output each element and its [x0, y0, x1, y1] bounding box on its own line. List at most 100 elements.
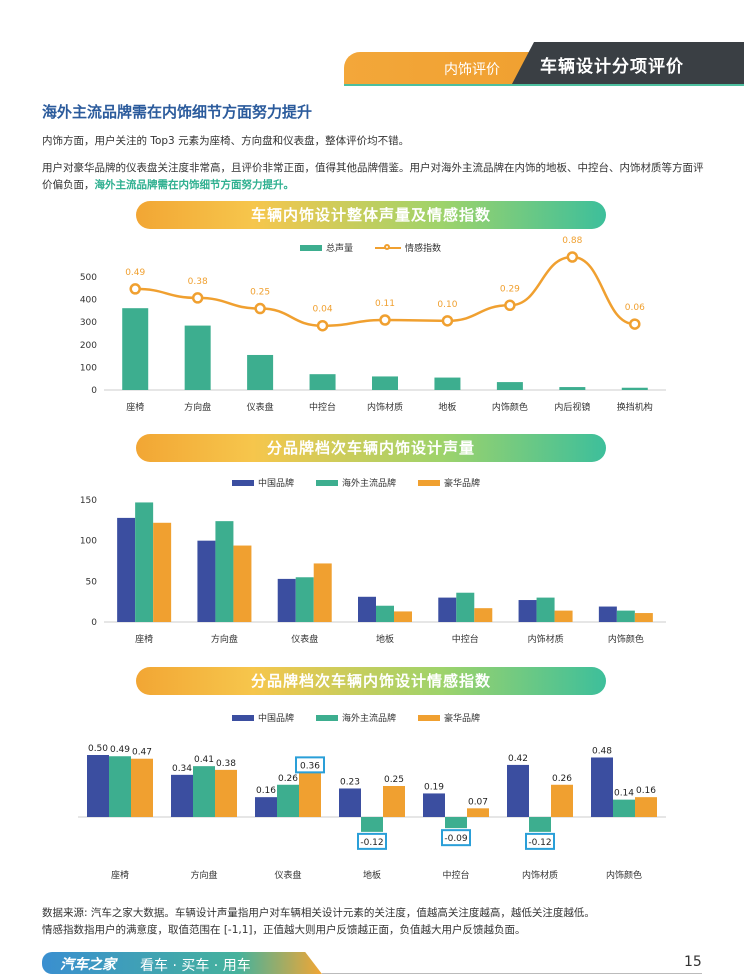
line-marker-icon: [375, 243, 402, 250]
chart2-bar: [295, 577, 314, 622]
chart3-bar: [277, 784, 299, 817]
chart2-y-tick: 100: [80, 537, 97, 547]
chart2-x-label: 中控台: [452, 633, 479, 645]
chart1-y-tick: 0: [91, 386, 97, 396]
chart1-x-label: 地板: [438, 401, 456, 413]
chart1-x-label: 内后视镜: [554, 401, 590, 413]
chart1-y-tick: 100: [80, 363, 97, 373]
chart1-x-label: 中控台: [309, 401, 336, 413]
chart1-sentiment-label: 0.11: [375, 299, 395, 309]
chart3-bar: [529, 817, 551, 832]
chart2-x-label: 方向盘: [211, 633, 238, 645]
chart2-bar: [438, 597, 457, 622]
chart3-data-label: 0.26: [278, 774, 298, 784]
chart2-bar: [536, 597, 555, 622]
chart3-data-label: -0.09: [444, 834, 468, 844]
chart2-title-banner: 分品牌档次车辆内饰设计声量: [136, 434, 606, 462]
chart1-bar: [496, 382, 523, 390]
chart1-sentiment-label: 0.06: [625, 303, 645, 313]
chart1-legend: 总声量 情感指数: [300, 241, 441, 254]
chart3-data-label: 0.16: [256, 786, 276, 796]
chart1-sentiment-label: 0.88: [562, 236, 582, 246]
chart3-data-label: 0.16: [636, 786, 656, 796]
chart1-legend-sentiment-label: 情感指数: [405, 244, 442, 254]
chart3-bar: [423, 793, 445, 817]
chart1-x-label: 方向盘: [184, 401, 211, 413]
chart3-x-label: 中控台: [442, 869, 469, 881]
footer-divider: [322, 973, 702, 974]
chart1-sentiment-point: [629, 318, 641, 330]
chart1-y-tick: 400: [80, 296, 97, 306]
chart2-bar: [376, 605, 394, 622]
chart1-sentiment-point: [254, 302, 266, 315]
chart3-data-label: 0.19: [424, 782, 444, 792]
chart3-bar: [255, 797, 277, 817]
chart2-x-label: 内饰颜色: [608, 633, 644, 645]
chart1-sentiment-label: 0.29: [500, 284, 520, 294]
page-title: 海外主流品牌需在内饰细节方面努力提升: [42, 103, 313, 121]
chart3-data-label: 0.50: [88, 744, 108, 754]
chart2-y-tick: 50: [86, 577, 98, 587]
chart3-highlight-box: [295, 756, 325, 774]
chart1-sentiment-label: 0.49: [125, 268, 145, 278]
chart3-highlight-box: [441, 829, 471, 847]
chart2-x-label: 地板: [376, 633, 394, 645]
chart2-bar: [117, 517, 136, 622]
chart3-data-label: 0.42: [508, 754, 528, 764]
chart3-bar: [613, 799, 635, 817]
chart2-bar: [394, 611, 412, 622]
chart1-sentiment-point: [379, 314, 391, 326]
chart2-legend-china-label: 中国品牌: [258, 479, 295, 489]
chart3-bar: [193, 766, 215, 817]
source-note-line-2: 情感指数指用户的满意度，取值范围在 [-1,1]，正值越大则用户反馈越正面，负值…: [42, 924, 526, 936]
chart3-bar: [507, 764, 529, 817]
chart2-x-label: 仪表盘: [291, 633, 318, 645]
chart1-x-label: 内饰颜色: [492, 401, 528, 413]
chart3-bar: [591, 757, 613, 817]
chart3-bar: [467, 808, 489, 817]
chart2-bar: [554, 610, 573, 622]
chart3-data-label: 0.41: [194, 755, 214, 765]
chart2-x-label: 内饰材质: [528, 633, 564, 645]
chart2-legend-luxury: 豪华品牌: [418, 476, 480, 489]
header-tab-interior-label: 内饰评价: [444, 62, 500, 78]
chart3-data-label: 0.36: [300, 761, 320, 771]
teal-swatch-icon: [316, 479, 339, 486]
chart2-bar: [233, 545, 252, 622]
chart3-data-label: 0.49: [110, 745, 130, 755]
chart1-bar: [122, 308, 149, 390]
teal-swatch-icon: [316, 714, 339, 721]
chart1-legend-volume-label: 总声量: [326, 244, 354, 254]
chart3-bar: [215, 769, 237, 817]
chart1-sentiment-label: 0.10: [437, 300, 457, 310]
chart3-legend-luxury-label: 豪华品牌: [444, 714, 481, 724]
orange-swatch-icon: [418, 714, 441, 721]
chart3-data-label: 0.14: [614, 789, 634, 799]
chart1-sentiment-point: [191, 292, 204, 304]
chart2-bar: [313, 563, 332, 622]
chart2-y-tick: 0: [91, 618, 97, 628]
chart3-bar: [339, 788, 361, 817]
chart2-bar: [518, 600, 537, 622]
orange-swatch-icon: [418, 479, 441, 486]
chart2-bar: [358, 596, 376, 622]
chart3-bar: [361, 817, 383, 832]
chart2-bar: [598, 606, 617, 622]
chart3-x-label: 地板: [363, 869, 381, 881]
chart2-bar: [474, 608, 493, 622]
chart1-bar: [559, 387, 586, 390]
chart1-title-banner: 车辆内饰设计整体声量及情感指数: [136, 201, 606, 229]
chart3-data-label: 0.47: [132, 748, 152, 758]
chart1-sentiment-label: 0.25: [250, 288, 270, 298]
chart2-bar: [197, 540, 216, 622]
chart2-y-tick: 150: [80, 496, 97, 506]
footer-banner: 汽车之家 看车 · 买车 · 用车: [42, 952, 322, 974]
chart1-x-label: 内饰材质: [367, 401, 403, 413]
chart3-x-label: 内饰颜色: [606, 869, 642, 881]
chart3-highlight-box: [357, 832, 387, 850]
chart1-bar: [434, 377, 461, 390]
chart3-bar: [383, 786, 405, 817]
chart1-sentiment-point: [316, 319, 329, 332]
chart3-bar: [87, 755, 109, 817]
